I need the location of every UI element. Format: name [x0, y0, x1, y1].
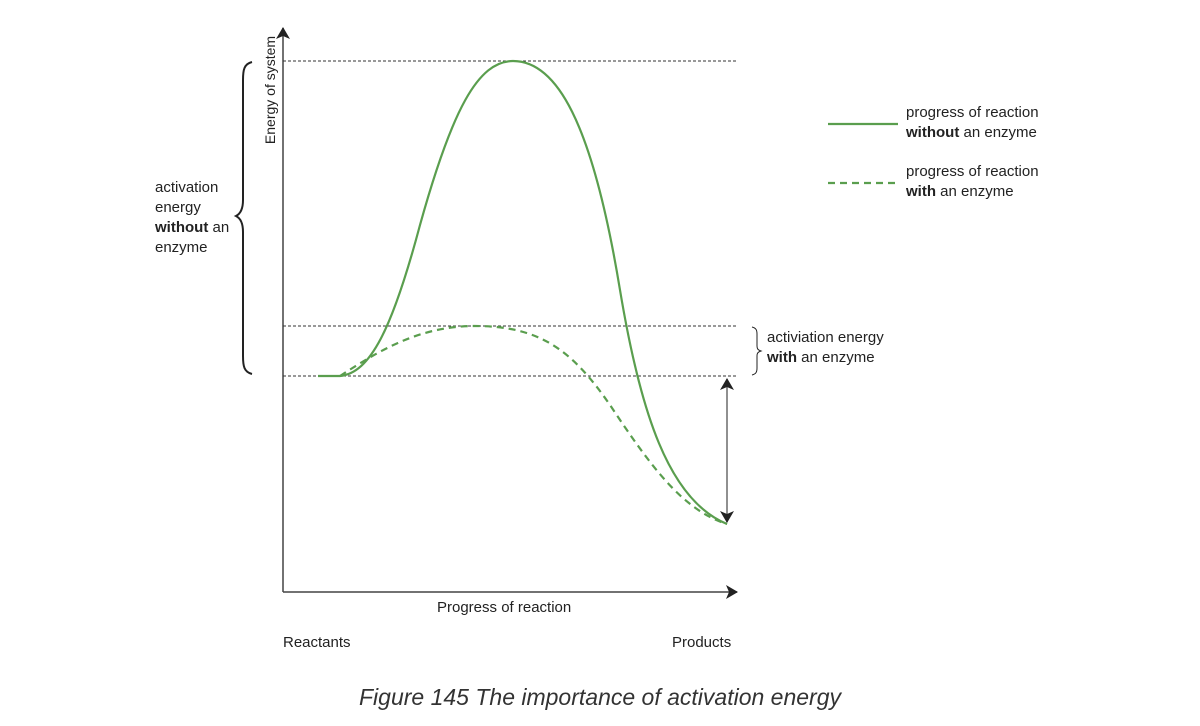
- legend-text: with an enzyme: [906, 182, 1039, 202]
- curve-without-enzyme: [318, 59, 728, 526]
- products-label: Products: [672, 634, 732, 651]
- text: an enzyme: [797, 349, 875, 366]
- annotation-line: activiation energy: [767, 329, 884, 346]
- annotation-line: enzyme: [155, 239, 208, 256]
- bold-text: with: [767, 349, 797, 366]
- text: an: [208, 219, 230, 236]
- legend-text: progress of reaction: [906, 104, 1039, 121]
- curve-with-enzyme: [339, 324, 728, 526]
- bold-text: with: [906, 183, 936, 200]
- annotation-line: activation: [155, 179, 219, 196]
- legend-entry-without-enzyme: progress of reaction without an enzyme: [906, 103, 1039, 143]
- annotation-line: without an: [155, 218, 229, 238]
- bold-text: without: [155, 219, 209, 236]
- bold-text: without: [906, 124, 960, 141]
- legend-text: progress of reaction: [906, 163, 1039, 180]
- left-annotation: activation energy without an enzyme: [155, 178, 229, 258]
- annotation-line: energy: [155, 199, 201, 216]
- annotation-line: with an enzyme: [767, 348, 884, 368]
- y-axis-label: Energy of system: [262, 35, 278, 145]
- text: an enzyme: [959, 124, 1037, 141]
- figure-caption: Figure 145 The importance of activation …: [359, 684, 841, 710]
- legend-entry-with-enzyme: progress of reaction with an enzyme: [906, 162, 1039, 202]
- right-annotation: activiation energy with an enzyme: [767, 328, 884, 368]
- reactants-label: Reactants: [283, 634, 351, 651]
- left-brace: [233, 61, 253, 375]
- text: an enzyme: [936, 183, 1014, 200]
- legend-text: without an enzyme: [906, 123, 1039, 143]
- right-brace: [751, 326, 763, 376]
- x-axis-label: Progress of reaction: [437, 599, 572, 616]
